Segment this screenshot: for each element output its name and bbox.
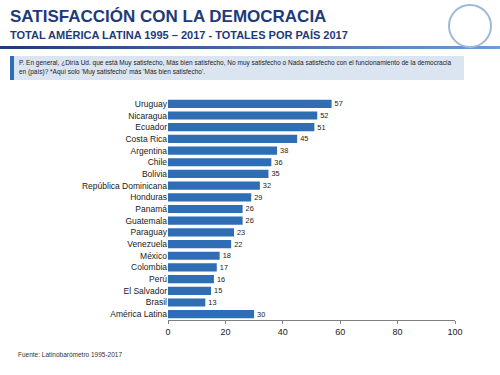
svg-text:Uruguay: Uruguay xyxy=(135,99,168,109)
svg-text:32: 32 xyxy=(263,181,271,190)
svg-text:República Dominicana: República Dominicana xyxy=(82,181,167,191)
svg-text:18: 18 xyxy=(223,251,231,260)
svg-text:51: 51 xyxy=(317,123,325,132)
svg-text:Venezuela: Venezuela xyxy=(127,239,167,249)
svg-text:16: 16 xyxy=(217,275,225,284)
svg-text:Perú: Perú xyxy=(149,274,167,284)
svg-text:Guatemala: Guatemala xyxy=(125,216,167,226)
html-text:TOTAL AMÉRICA LATINA 1995 – 20: TOTAL AMÉRICA LATINA 1995 – 2017 - TOTAL… xyxy=(10,29,348,41)
svg-text:15: 15 xyxy=(214,286,222,295)
svg-text:América Latina: América Latina xyxy=(110,309,167,319)
svg-text:60: 60 xyxy=(335,327,345,337)
svg-text:El Salvador: El Salvador xyxy=(124,286,168,296)
svg-text:Ecuador: Ecuador xyxy=(135,122,167,132)
svg-text:22: 22 xyxy=(234,240,242,249)
svg-text:26: 26 xyxy=(246,216,254,225)
svg-text:Chile: Chile xyxy=(148,157,168,167)
svg-text:13: 13 xyxy=(208,298,216,307)
html-text:SATISFACCIÓN CON LA DEMOCRACIA: SATISFACCIÓN CON LA DEMOCRACIA xyxy=(10,7,327,26)
svg-text:30: 30 xyxy=(257,310,265,319)
svg-text:Argentina: Argentina xyxy=(131,146,168,156)
svg-text:Panamá: Panamá xyxy=(135,204,167,214)
svg-text:52: 52 xyxy=(320,111,328,120)
svg-text:17: 17 xyxy=(220,263,228,272)
svg-text:35: 35 xyxy=(271,169,279,178)
svg-text:40: 40 xyxy=(278,327,288,337)
svg-text:Honduras: Honduras xyxy=(130,192,167,202)
svg-text:45: 45 xyxy=(300,134,308,143)
svg-text:26: 26 xyxy=(246,204,254,213)
svg-text:57: 57 xyxy=(335,99,343,108)
svg-text:0: 0 xyxy=(165,327,170,337)
html-text:P. En general, ¿Diría Ud. que: P. En general, ¿Diría Ud. que está Muy s… xyxy=(19,59,451,75)
svg-text:México: México xyxy=(140,251,167,261)
svg-text:Paraguay: Paraguay xyxy=(131,227,168,237)
svg-text:100: 100 xyxy=(447,327,462,337)
svg-text:Brasil: Brasil xyxy=(146,297,167,307)
svg-text:36: 36 xyxy=(274,158,282,167)
svg-text:29: 29 xyxy=(254,193,262,202)
svg-text:Colombia: Colombia xyxy=(131,262,167,272)
svg-text:Bolivia: Bolivia xyxy=(142,169,167,179)
svg-text:Costa Rica: Costa Rica xyxy=(125,134,167,144)
svg-text:80: 80 xyxy=(393,327,403,337)
svg-text:20: 20 xyxy=(220,327,230,337)
svg-text:38: 38 xyxy=(280,146,288,155)
html-text:Fuente: Latinobarómetro 1995-2: Fuente: Latinobarómetro 1995-2017 xyxy=(18,351,123,358)
svg-text:23: 23 xyxy=(237,228,245,237)
svg-text:Nicaragua: Nicaragua xyxy=(128,111,167,121)
